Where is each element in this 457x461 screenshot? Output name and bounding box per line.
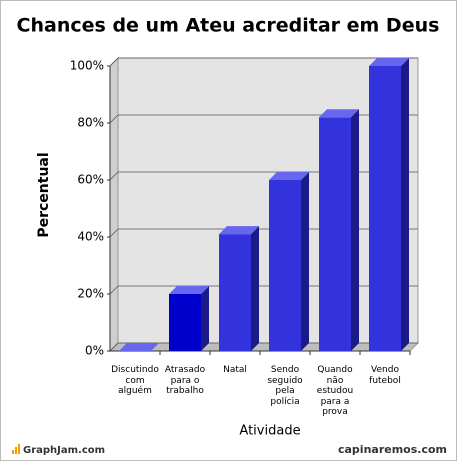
bar-front <box>219 234 251 351</box>
grid-line <box>109 114 418 124</box>
y-tick-label: 20% <box>77 287 104 301</box>
bar-top <box>219 226 259 235</box>
bar-top <box>369 58 409 66</box>
bar-top <box>269 172 309 180</box>
grid-line <box>109 228 418 238</box>
bar-side <box>201 286 209 351</box>
bar-side <box>301 172 309 351</box>
x-tick-label: Discutindo com alguém <box>111 365 159 396</box>
x-axis-label: Atividade <box>239 424 300 439</box>
bar <box>369 58 409 351</box>
grid-line <box>109 171 418 181</box>
logo-icon <box>12 444 20 454</box>
footer-right: capinaremos.com <box>338 443 447 456</box>
chart-title: Chances de um Ateu acreditar em Deus <box>17 15 440 37</box>
y-tick-label: 100% <box>70 59 104 73</box>
bar <box>269 172 309 351</box>
bar-top <box>169 286 209 294</box>
x-tick-label: Atrasado para o trabalho <box>164 365 206 396</box>
bar <box>219 226 259 351</box>
left-wall <box>109 56 119 353</box>
grid-line <box>109 285 418 295</box>
bar-top <box>119 343 159 351</box>
bar-front <box>169 294 201 351</box>
bar-front <box>369 66 401 351</box>
footer-left: GraphJam.com <box>23 445 105 456</box>
x-tick-label: Vendo futebol <box>369 365 401 386</box>
bar-top <box>319 109 359 118</box>
bar-front <box>319 117 351 351</box>
x-tick-label: Quando não estudou para a prova <box>316 365 354 417</box>
bar <box>169 286 209 351</box>
y-tick-label: 60% <box>77 173 104 187</box>
y-tick-label: 0% <box>85 344 104 358</box>
x-tick-label: Sendo seguido pela polícia <box>267 365 303 407</box>
bar-front <box>269 180 301 351</box>
bar-side <box>351 109 359 351</box>
grid-line <box>109 57 418 67</box>
bar-side <box>251 226 259 351</box>
y-axis-label: Percentual <box>36 152 52 237</box>
y-tick-label: 40% <box>77 230 104 244</box>
grid-line <box>109 342 418 352</box>
bar-side <box>401 58 409 351</box>
bar <box>319 109 359 351</box>
bar <box>119 343 159 351</box>
x-tick-label: Natal <box>223 365 247 375</box>
y-tick-label: 80% <box>77 116 104 130</box>
